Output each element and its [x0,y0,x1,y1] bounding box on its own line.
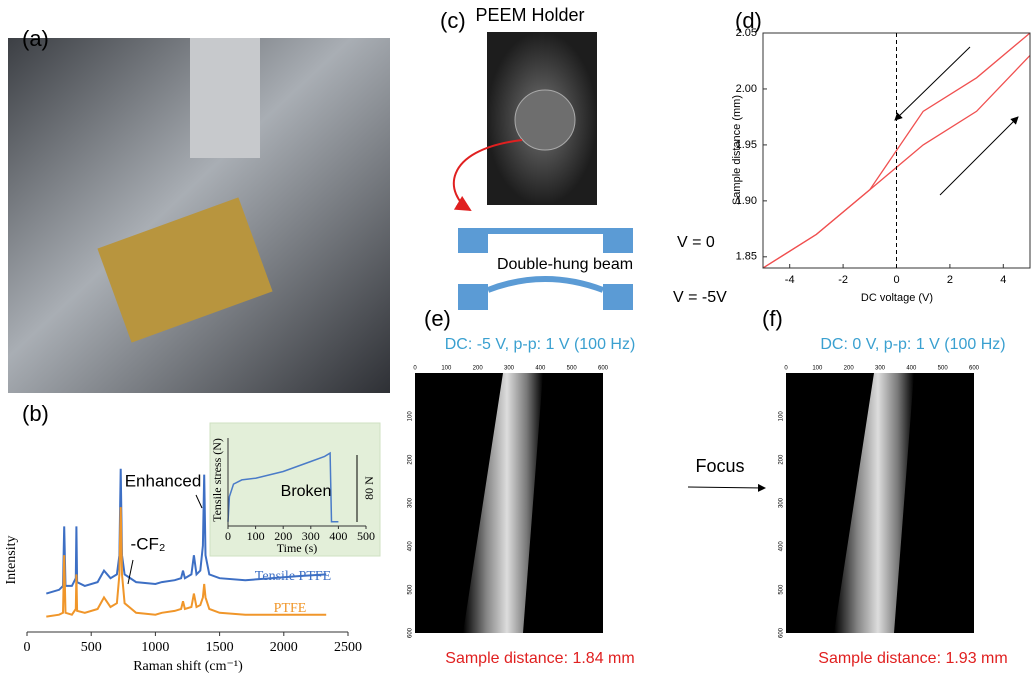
image-y-tick-label: 600 [779,627,785,638]
series-label: Tensile PTFE [255,569,331,584]
x-axis-label: Time (s) [277,541,318,555]
beam-support [603,228,633,253]
image-y-tick-label: 100 [779,411,785,422]
photo-objective [190,38,260,158]
x-tick-label: 1500 [206,640,234,655]
beam-support [603,284,633,310]
holder-title: PEEM Holder [475,5,584,25]
beam-support [458,284,488,310]
sweep-arrow [895,47,970,120]
x-axis-label: DC voltage (V) [861,292,933,304]
image-x-tick-label: 200 [844,366,855,372]
image-y-tick-label: 400 [408,541,414,552]
x-tick-label: 0 [225,529,231,543]
image-y-tick-label: 200 [408,454,414,465]
image-caption: DC: -5 V, p-p: 1 V (100 Hz) [445,336,636,353]
figure: (a) (b) (c) PEEM Holder V = 0 Double-hun… [0,0,1034,673]
focus-arrow [688,487,765,488]
image-y-tick-label: 300 [408,497,414,508]
sample-distance: Sample distance: 1.93 mm [818,650,1007,667]
image-x-tick-label: 300 [504,366,515,372]
panel-label: (a) [22,26,49,51]
image-y-tick-label: 100 [408,411,414,422]
image-x-tick-label: 200 [473,366,484,372]
x-tick-label: 0 [893,274,899,286]
beam-label: Double-hung beam [497,256,633,273]
y-tick-label: 2.05 [736,27,757,39]
image-y-tick-label: 600 [408,627,414,638]
panel-label: (c) [440,8,466,33]
annotation: 80 N [362,476,376,500]
image-x-tick-label: 300 [875,366,886,372]
y-axis-label: Sample distance (mm) [731,95,743,205]
x-tick-label: 1000 [141,640,169,655]
x-tick-label: 2500 [334,640,362,655]
image-x-tick-label: 100 [812,366,823,372]
x-tick-label: 400 [329,529,347,543]
y-axis-label: Tensile stress (N) [210,438,224,522]
x-tick-label: -2 [838,274,848,286]
state-label: V = 0 [677,234,715,251]
image-x-tick-label: 400 [906,366,917,372]
state-label: V = -5V [673,289,727,306]
panel-label: (b) [22,401,49,426]
image-y-tick-label: 500 [408,584,414,595]
x-axis-label: Raman shift (cm⁻¹) [133,659,243,673]
image-x-tick-label: 600 [598,366,609,372]
y-axis-label: Intensity [4,536,19,585]
x-tick-label: 0 [24,640,31,655]
x-tick-label: 2 [947,274,953,286]
sample-distance: Sample distance: 1.84 mm [445,650,634,667]
x-tick-label: 500 [357,529,375,543]
beam [488,228,603,234]
image-y-tick-label: 200 [779,454,785,465]
image-x-tick-label: 100 [441,366,452,372]
image-y-tick-label: 500 [779,584,785,595]
image-caption: DC: 0 V, p-p: 1 V (100 Hz) [820,336,1005,353]
panel-label: (e) [424,306,451,331]
image-y-tick-label: 300 [779,497,785,508]
image-y-tick-label: 400 [779,541,785,552]
image-x-tick-label: 500 [567,366,578,372]
sweep-arrow [940,117,1018,195]
x-tick-label: 500 [81,640,102,655]
focus-label: Focus [695,456,744,476]
annotation: Enhanced [125,471,202,490]
annotation-arrow [196,495,202,508]
photo-holder-ring [515,90,575,150]
image-x-tick-label: 600 [969,366,980,372]
x-tick-label: 2000 [270,640,298,655]
y-tick-label: 1.85 [736,251,757,263]
annotation: -CF₂ [131,534,166,553]
annotation: Broken [281,483,332,500]
image-x-tick-label: 0 [784,366,788,372]
image-x-tick-label: 500 [938,366,949,372]
panel-label: (f) [762,306,783,331]
y-tick-label: 2.00 [736,83,757,95]
x-tick-label: 100 [247,529,265,543]
x-tick-label: -4 [785,274,795,286]
beam-bent [488,279,603,290]
image-x-tick-label: 0 [413,366,417,372]
series-label: PTFE [274,601,307,616]
x-tick-label: 4 [1000,274,1006,286]
beam-support [458,228,488,253]
image-x-tick-label: 400 [535,366,546,372]
